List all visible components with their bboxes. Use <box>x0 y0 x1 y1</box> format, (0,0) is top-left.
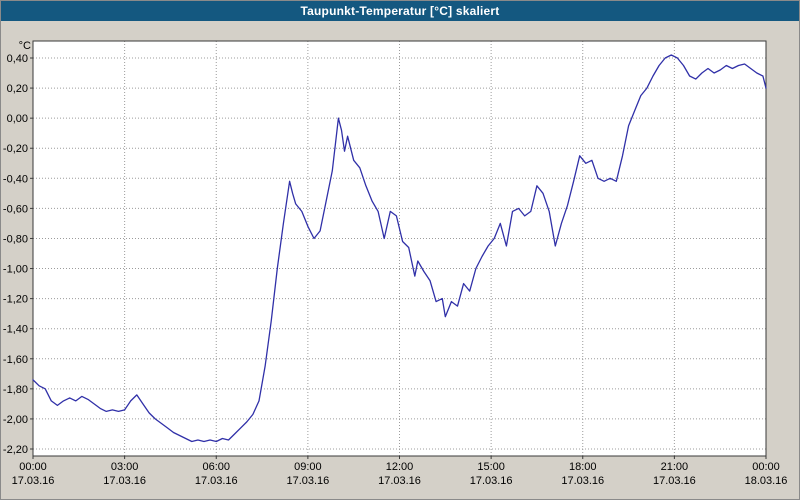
date-label: 17.03.16 <box>12 475 55 487</box>
x-tick-label: 12:00 <box>386 461 414 473</box>
y-tick-label: 0,20 <box>7 83 28 95</box>
x-tick-label: 00:00 <box>752 461 780 473</box>
title-bar[interactable]: Taupunkt-Temperatur [°C] skaliert <box>1 1 799 21</box>
y-tick-label: -0,60 <box>3 203 28 215</box>
window-title: Taupunkt-Temperatur [°C] skaliert <box>300 4 500 18</box>
x-tick-label: 00:00 <box>19 461 47 473</box>
y-tick-label: -2,00 <box>3 414 28 426</box>
series-line <box>32 54 767 443</box>
y-tick-label: -1,20 <box>3 294 28 306</box>
date-label: 17.03.16 <box>195 475 238 487</box>
date-label: 18.03.16 <box>745 475 788 487</box>
y-tick-label: 0,40 <box>7 53 28 65</box>
x-tick-label: 03:00 <box>111 461 139 473</box>
date-label: 17.03.16 <box>103 475 146 487</box>
date-label: 17.03.16 <box>378 475 421 487</box>
y-tick-label: -2,20 <box>3 444 28 456</box>
date-label: 17.03.16 <box>470 475 513 487</box>
chart-area: 0,40 0,20 0,00 -0,20 -0,40 -0,60 -0,80 -1,00 -1,… <box>1 21 799 499</box>
x-tick-label: 18:00 <box>569 461 597 473</box>
x-tick-label: 15:00 <box>477 461 505 473</box>
y-tick-label: -0,40 <box>3 173 28 185</box>
y-tick-label: 0,00 <box>7 113 28 125</box>
plot-border <box>32 40 767 457</box>
y-tick-label: -1,60 <box>3 354 28 366</box>
date-label: 17.03.16 <box>286 475 329 487</box>
line-chart: 0,40 0,20 0,00 -0,20 -0,40 -0,60 -0,80 -1,00 -1,… <box>3 40 788 487</box>
x-tick-label: 06:00 <box>202 461 230 473</box>
x-tick-label: 09:00 <box>294 461 322 473</box>
y-axis-unit-label: °C <box>19 40 31 52</box>
date-label: 17.03.16 <box>561 475 604 487</box>
y-tick-label: -1,40 <box>3 324 28 336</box>
y-tick-label: -0,80 <box>3 233 28 245</box>
y-tick-label: -1,80 <box>3 384 28 396</box>
y-tick-label: -0,20 <box>3 143 28 155</box>
x-tick-label: 21:00 <box>661 461 689 473</box>
date-label: 17.03.16 <box>653 475 696 487</box>
y-tick-label: -1,00 <box>3 264 28 276</box>
